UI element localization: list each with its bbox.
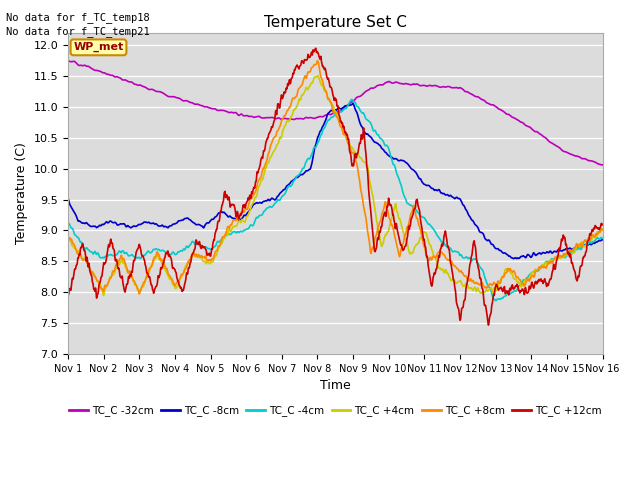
TC_C -4cm bbox=[369, 126, 376, 132]
TC_C -8cm bbox=[598, 237, 606, 243]
TC_C +8cm bbox=[127, 271, 135, 277]
TC_C -32cm bbox=[598, 162, 606, 168]
TC_C +8cm bbox=[136, 291, 143, 297]
TC_C +8cm bbox=[314, 58, 321, 64]
TC_C -4cm bbox=[302, 159, 310, 165]
TC_C +4cm bbox=[127, 274, 135, 280]
TC_C -8cm bbox=[509, 256, 517, 262]
TC_C -32cm bbox=[106, 72, 113, 78]
TC_C -8cm bbox=[349, 100, 356, 106]
TC_C +4cm bbox=[291, 106, 299, 111]
TC_C -4cm bbox=[106, 252, 113, 258]
TC_C -8cm bbox=[369, 137, 376, 143]
Line: TC_C +12cm: TC_C +12cm bbox=[68, 48, 602, 325]
TC_C -4cm bbox=[64, 220, 72, 226]
TC_C +12cm bbox=[64, 292, 72, 298]
X-axis label: Time: Time bbox=[320, 379, 351, 392]
TC_C +8cm bbox=[598, 227, 606, 232]
TC_C +12cm bbox=[291, 67, 299, 73]
TC_C +8cm bbox=[64, 236, 72, 242]
TC_C -4cm bbox=[598, 236, 606, 241]
TC_C -4cm bbox=[291, 177, 299, 183]
TC_C -4cm bbox=[127, 252, 135, 258]
TC_C -32cm bbox=[369, 85, 376, 91]
Line: TC_C -32cm: TC_C -32cm bbox=[68, 61, 602, 165]
Line: TC_C -8cm: TC_C -8cm bbox=[68, 103, 602, 259]
TC_C +12cm bbox=[598, 222, 606, 228]
TC_C +8cm bbox=[291, 95, 299, 100]
TC_C +4cm bbox=[312, 74, 320, 80]
TC_C -32cm bbox=[302, 115, 310, 120]
TC_C +12cm bbox=[484, 322, 492, 328]
TC_C -8cm bbox=[127, 225, 135, 230]
Title: Temperature Set C: Temperature Set C bbox=[264, 15, 407, 30]
TC_C +8cm bbox=[312, 61, 320, 67]
TC_C -32cm bbox=[291, 116, 299, 122]
Y-axis label: Temperature (C): Temperature (C) bbox=[15, 143, 28, 244]
TC_C -4cm bbox=[348, 96, 356, 102]
TC_C +12cm bbox=[312, 46, 319, 51]
TC_C +12cm bbox=[127, 271, 135, 277]
TC_C +8cm bbox=[106, 276, 113, 282]
TC_C +4cm bbox=[106, 275, 113, 280]
TC_C -8cm bbox=[64, 195, 72, 201]
TC_C -4cm bbox=[312, 144, 319, 150]
TC_C +4cm bbox=[598, 227, 606, 233]
TC_C +4cm bbox=[302, 84, 310, 90]
Text: WP_met: WP_met bbox=[74, 42, 124, 52]
TC_C -32cm bbox=[127, 79, 135, 85]
TC_C +12cm bbox=[106, 244, 113, 250]
Line: TC_C -4cm: TC_C -4cm bbox=[68, 99, 602, 300]
TC_C +12cm bbox=[369, 229, 376, 235]
Legend: TC_C -32cm, TC_C -8cm, TC_C -4cm, TC_C +4cm, TC_C +8cm, TC_C +12cm: TC_C -32cm, TC_C -8cm, TC_C -4cm, TC_C +… bbox=[65, 401, 605, 420]
Line: TC_C +8cm: TC_C +8cm bbox=[68, 61, 602, 294]
Text: No data for f_TC_temp21: No data for f_TC_temp21 bbox=[6, 26, 150, 37]
TC_C +8cm bbox=[302, 75, 310, 81]
TC_C -32cm bbox=[312, 115, 319, 121]
TC_C +8cm bbox=[369, 245, 377, 251]
Text: No data for f_TC_temp18: No data for f_TC_temp18 bbox=[6, 12, 150, 23]
TC_C +4cm bbox=[64, 236, 72, 242]
TC_C +4cm bbox=[100, 293, 108, 299]
TC_C +4cm bbox=[314, 73, 321, 79]
TC_C +12cm bbox=[302, 57, 310, 63]
TC_C -4cm bbox=[492, 298, 500, 303]
TC_C -8cm bbox=[106, 219, 113, 225]
TC_C +4cm bbox=[369, 193, 377, 199]
TC_C +12cm bbox=[312, 46, 320, 51]
TC_C -8cm bbox=[302, 168, 310, 174]
TC_C -32cm bbox=[64, 58, 72, 64]
TC_C -8cm bbox=[312, 143, 319, 148]
Line: TC_C +4cm: TC_C +4cm bbox=[68, 76, 602, 296]
TC_C -8cm bbox=[291, 176, 299, 182]
